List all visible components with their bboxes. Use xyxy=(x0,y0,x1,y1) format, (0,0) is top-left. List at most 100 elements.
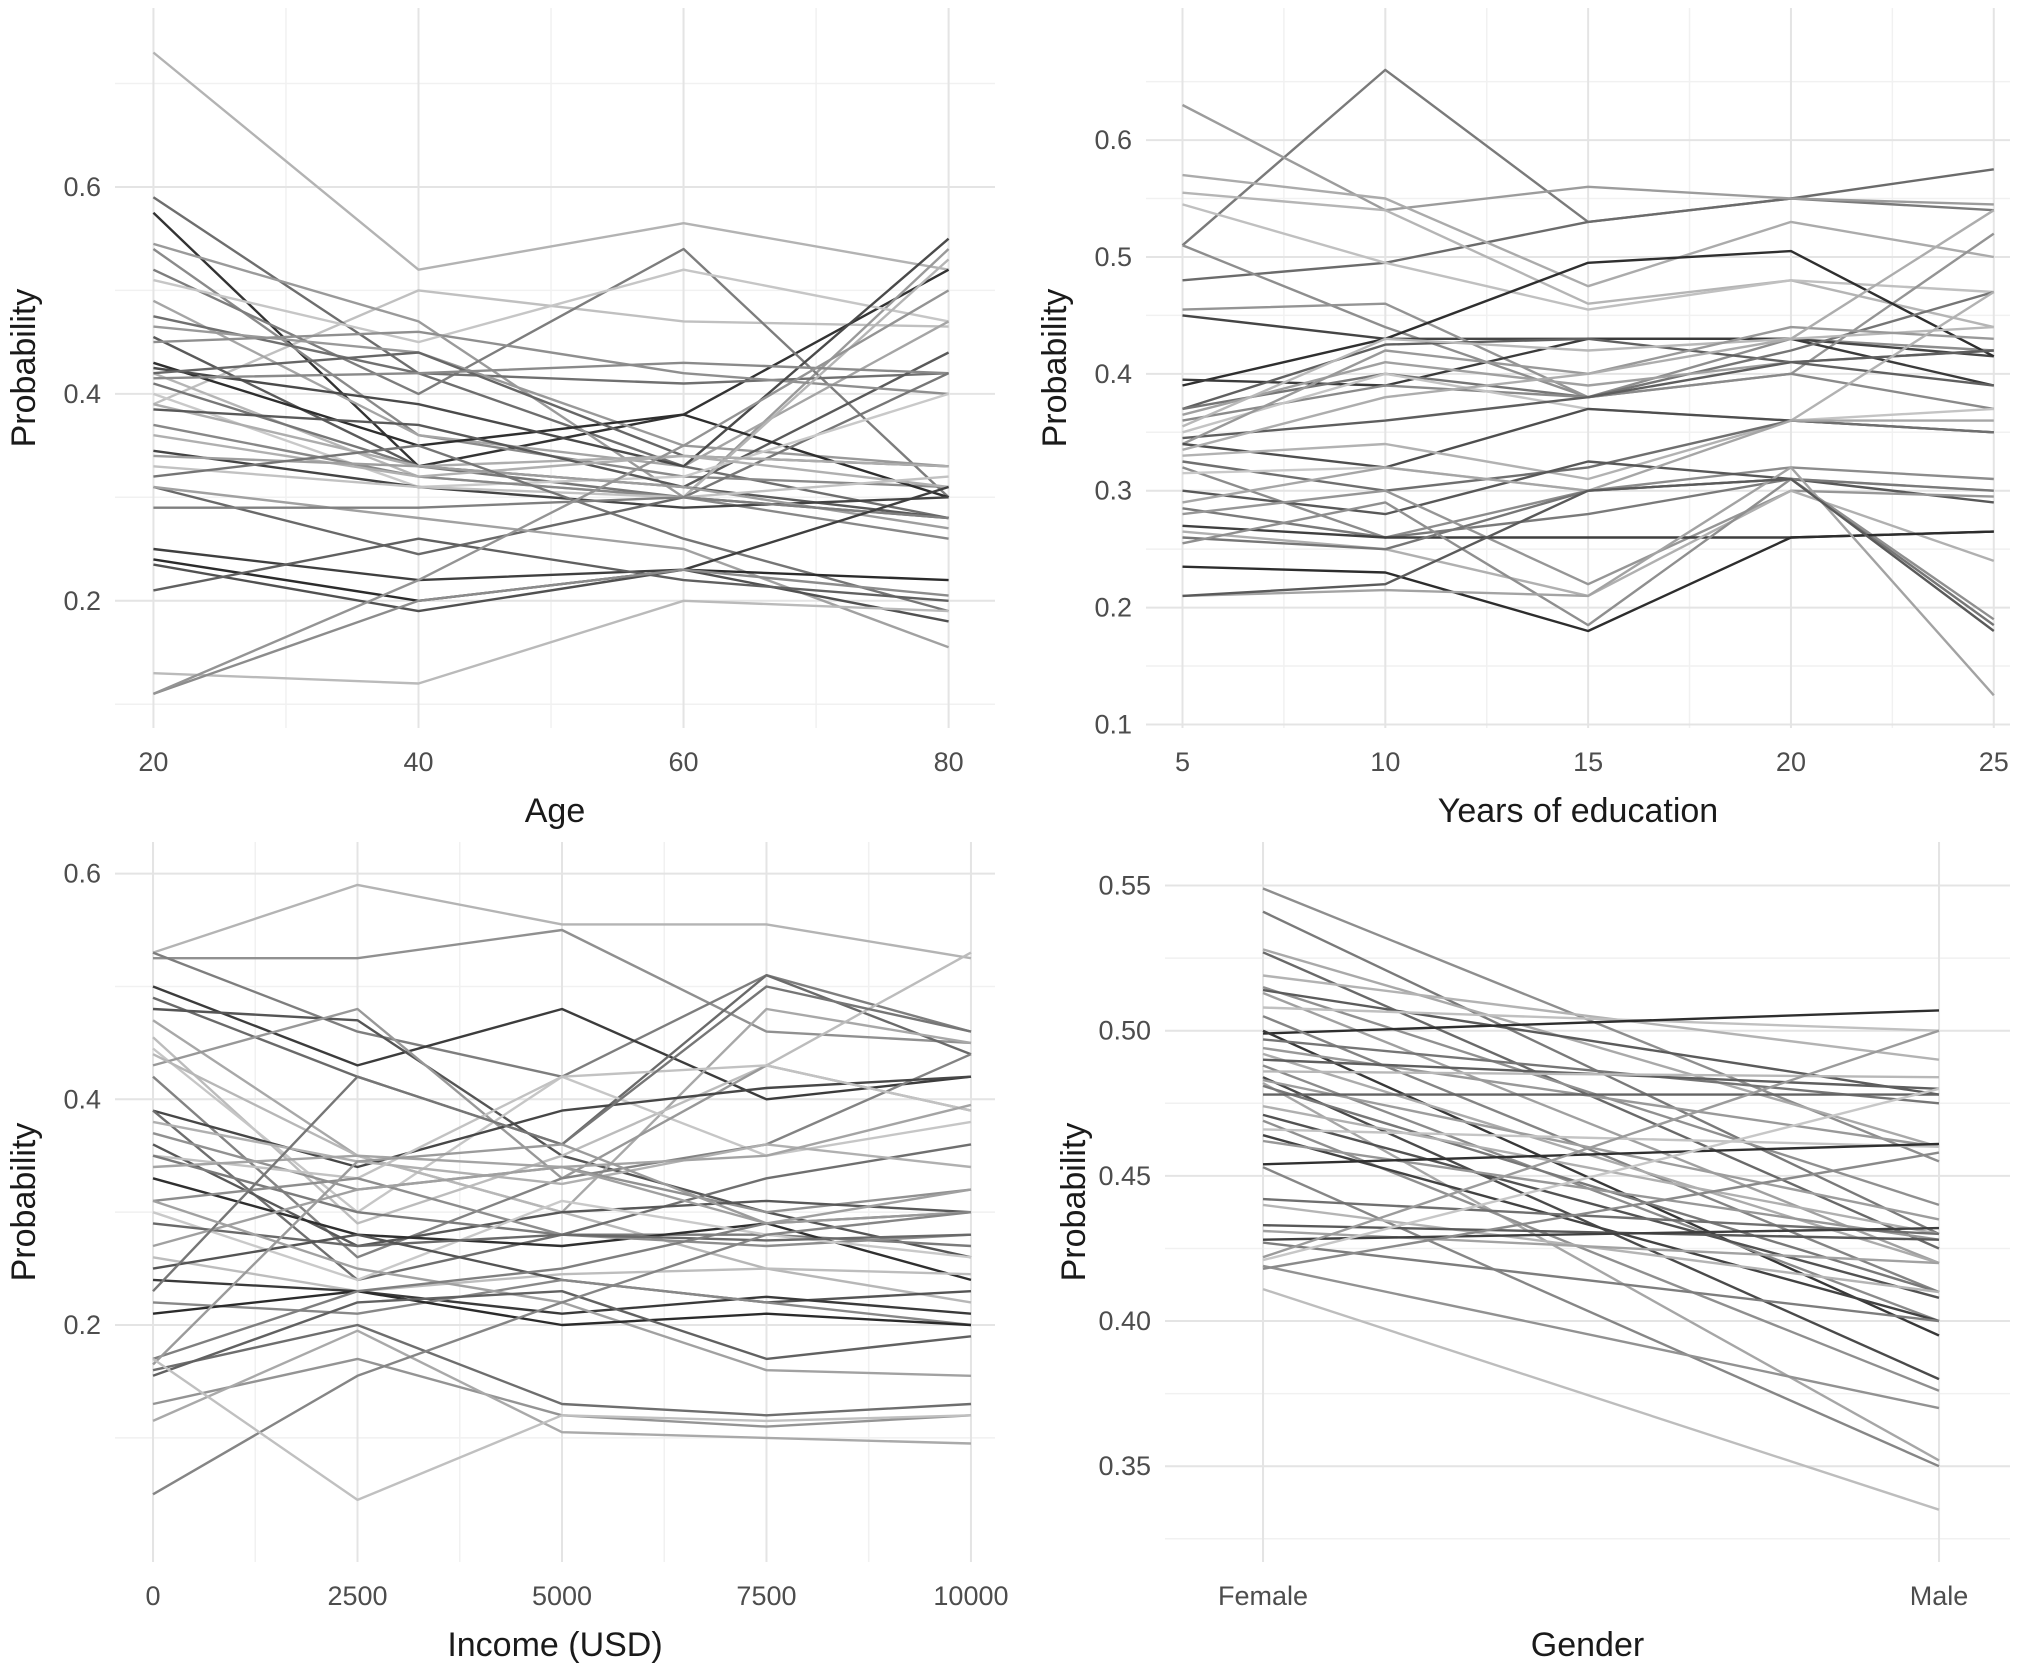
series-line xyxy=(1182,349,1994,440)
series-line xyxy=(1262,986,1940,1207)
series-line xyxy=(152,51,949,271)
x-tick-label: 20 xyxy=(1776,747,1806,777)
y-tick-label: 0.40 xyxy=(1098,1306,1151,1336)
series-line xyxy=(1262,1009,1940,1035)
series-line xyxy=(1182,203,1994,311)
series-line xyxy=(1262,1029,1940,1259)
series-line xyxy=(1182,209,1995,451)
y-axis-title: Probability xyxy=(5,1123,43,1282)
series-line xyxy=(1262,1128,1940,1148)
x-axis-title: Years of education xyxy=(1438,792,1718,830)
x-tick-label: 5 xyxy=(1175,747,1190,777)
y-tick-label: 0.4 xyxy=(1094,359,1132,389)
series-line xyxy=(1182,325,1994,428)
series-line xyxy=(153,568,949,696)
series-line xyxy=(1182,249,1995,387)
y-tick-label: 0.2 xyxy=(1094,593,1132,623)
y-tick-label: 0.3 xyxy=(1094,476,1132,506)
panel-background xyxy=(1015,834,2030,1668)
series-line xyxy=(153,485,950,649)
panel-background xyxy=(0,834,1015,1668)
y-tick-label: 0.55 xyxy=(1098,871,1151,901)
series-line xyxy=(1262,1038,1940,1105)
series-line xyxy=(1182,173,1995,288)
series-line xyxy=(153,563,949,623)
series-line xyxy=(153,361,949,499)
x-tick-label: 15 xyxy=(1573,747,1603,777)
panel-income: 0.2 0.4 0.6 0 2500 5000 7500 10000 Income (USD) P… xyxy=(0,834,1015,1668)
x-tick-label: 5000 xyxy=(532,1581,592,1611)
y-tick-label: 0.1 xyxy=(1094,709,1132,739)
series-line xyxy=(153,392,949,489)
series-line xyxy=(1182,477,1995,632)
y-tick-label: 0.2 xyxy=(63,586,101,616)
series-line xyxy=(1182,460,1994,516)
series-line xyxy=(153,237,950,468)
series-line xyxy=(152,1143,972,1248)
series-line xyxy=(153,599,949,685)
series-line xyxy=(153,537,949,602)
series-line xyxy=(1262,1264,1940,1410)
panel-age: 0.2 0.4 0.6 20 40 60 80 Age Probability xyxy=(0,0,1015,834)
series-line xyxy=(152,951,972,1225)
x-tick-label: 0 xyxy=(146,1581,161,1611)
series-line xyxy=(1262,1006,1940,1032)
panel-education: 0.1 0.2 0.3 0.4 0.5 0.6 5 10 15 20 25 Years of educ… xyxy=(1015,0,2030,834)
series-line xyxy=(152,883,972,960)
x-axis-title: Income (USD) xyxy=(447,1626,662,1664)
y-tick-label: 0.35 xyxy=(1098,1451,1151,1481)
x-tick-label: 60 xyxy=(669,747,699,777)
series-line xyxy=(1262,948,1940,1148)
series-line xyxy=(1182,419,1994,492)
series-line xyxy=(152,1256,972,1293)
y-tick-label: 0.6 xyxy=(63,172,101,202)
series-line xyxy=(152,1323,972,1417)
series-line xyxy=(1262,910,1940,1235)
series-line xyxy=(1262,1078,1940,1221)
series-line xyxy=(1182,466,1995,697)
series-line xyxy=(152,289,950,696)
x-tick-label: 20 xyxy=(138,747,168,777)
y-tick-label: 0.4 xyxy=(63,379,101,409)
series-line xyxy=(153,449,949,509)
x-tick-label: 10 xyxy=(1370,747,1400,777)
series-line xyxy=(152,1053,972,1259)
series-line xyxy=(1262,1029,1940,1337)
series-line xyxy=(152,1143,972,1366)
series-line xyxy=(1182,337,1994,411)
series-line xyxy=(152,1278,972,1327)
series-line xyxy=(1262,991,1940,1265)
series-line xyxy=(152,1222,972,1248)
y-tick-label: 0.50 xyxy=(1098,1016,1151,1046)
x-tick-label: Female xyxy=(1218,1581,1308,1611)
series-line xyxy=(1262,951,1940,1250)
series-line xyxy=(153,928,972,1045)
series-line xyxy=(1262,1070,1940,1079)
series-line xyxy=(152,1278,972,1315)
series-line xyxy=(153,403,949,468)
x-axis-title: Gender xyxy=(1531,1626,1644,1664)
y-axis-title: Probability xyxy=(1036,289,1074,448)
series-line xyxy=(1182,477,1994,539)
series-line xyxy=(1262,1241,1940,1323)
y-tick-label: 0.45 xyxy=(1098,1161,1151,1191)
series-line xyxy=(1181,103,1994,212)
panel-gender-chart: 0.35 0.40 0.45 0.50 0.55 Female Male Gender Prob… xyxy=(1015,834,2030,1668)
x-tick-label: Male xyxy=(1910,1581,1969,1611)
series-line xyxy=(152,1165,972,1248)
series-line xyxy=(1262,1226,1940,1241)
series-line xyxy=(1262,974,1940,1061)
series-line xyxy=(1262,1134,1940,1323)
series-line xyxy=(152,1357,972,1502)
x-tick-label: 2500 xyxy=(327,1581,387,1611)
y-axis-title: Probability xyxy=(1055,1123,1093,1282)
y-tick-label: 0.6 xyxy=(1094,125,1132,155)
y-tick-label: 0.2 xyxy=(63,1310,101,1340)
panel-gender: 0.35 0.40 0.45 0.50 0.55 Female Male Gender Prob… xyxy=(1015,834,2030,1668)
series-line xyxy=(1262,1224,1940,1241)
series-line xyxy=(152,985,972,1101)
panel-background xyxy=(1015,0,2030,834)
x-tick-label: 25 xyxy=(1979,747,2009,777)
series-line xyxy=(153,330,949,396)
